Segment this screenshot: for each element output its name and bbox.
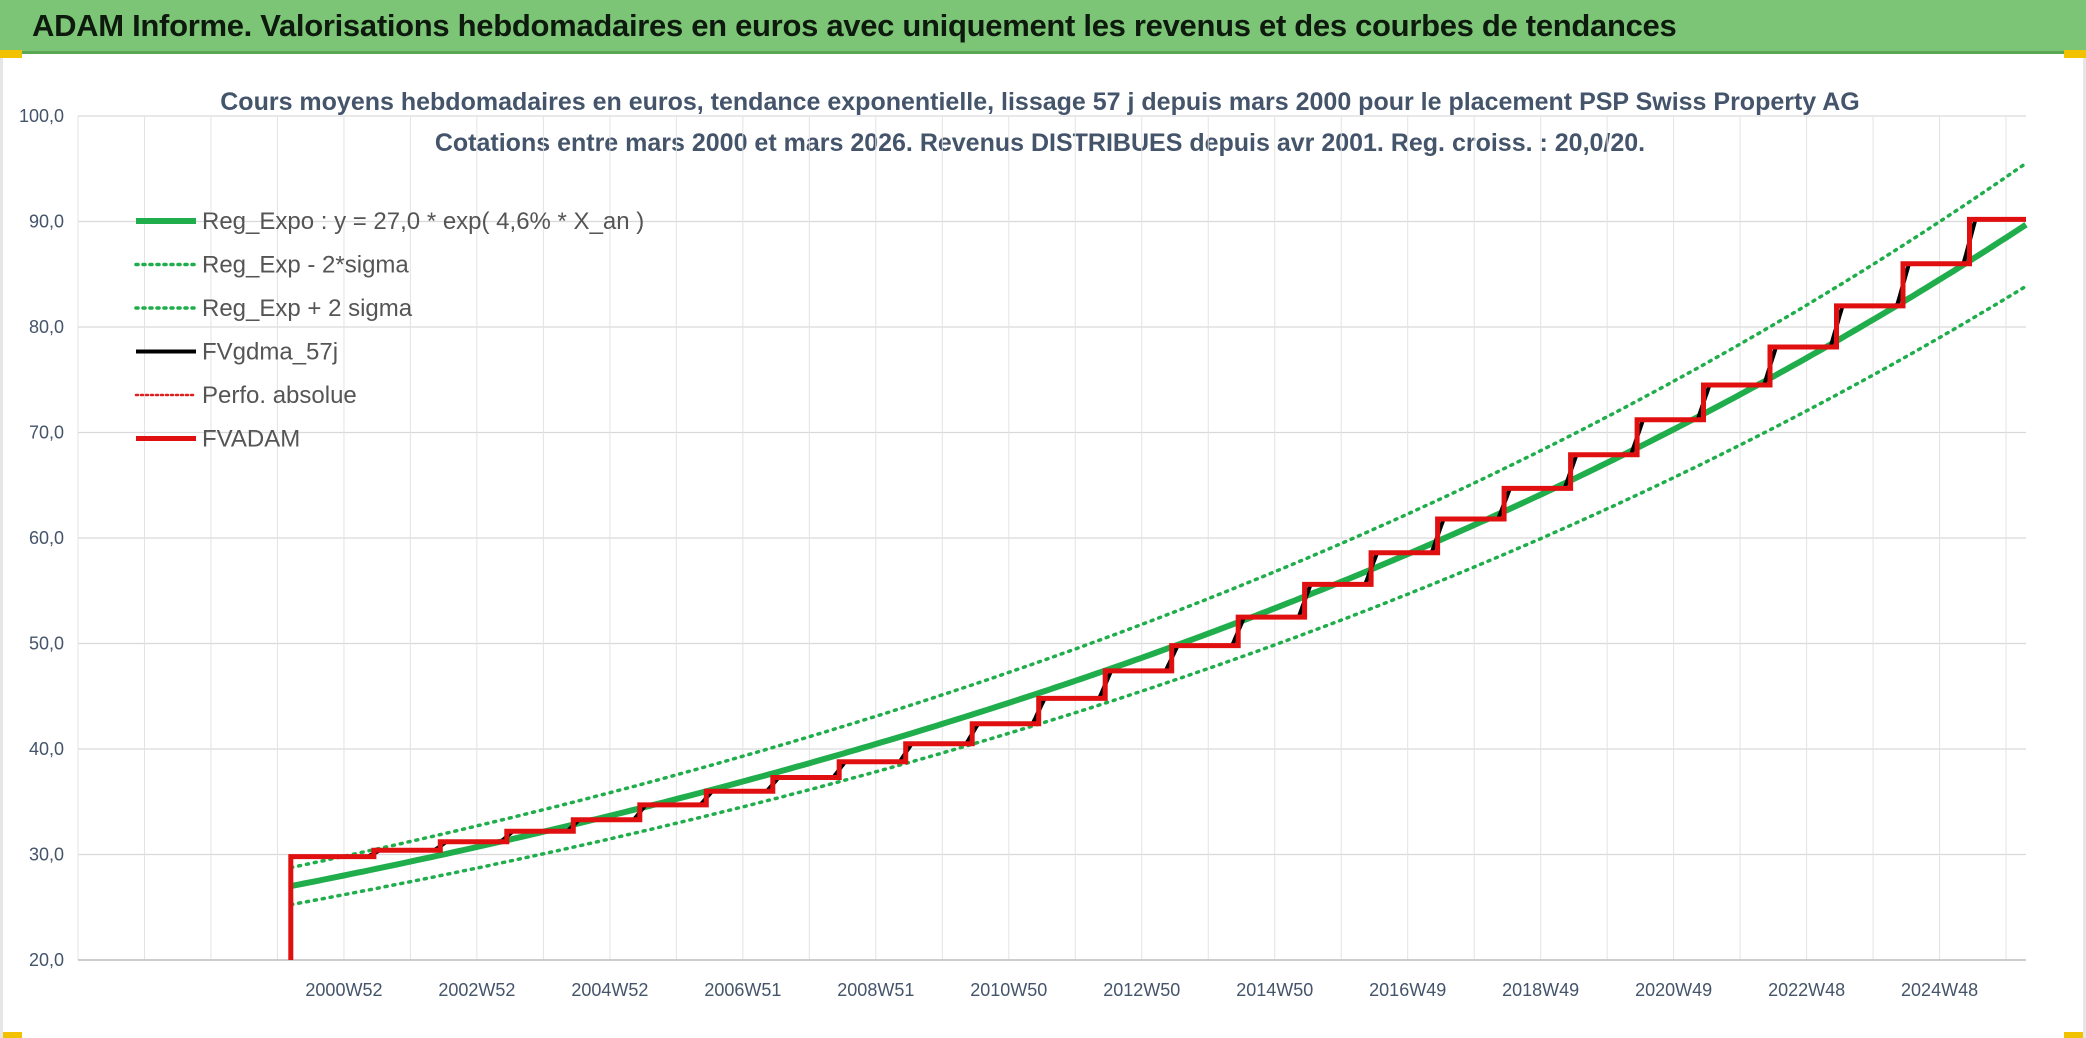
y-tick-label: 80,0 (29, 317, 64, 337)
corner-marker (0, 50, 22, 58)
frame-edge-right (2083, 58, 2086, 1038)
y-tick-label: 90,0 (29, 212, 64, 232)
chart-subtitle: Cotations entre mars 2000 et mars 2026. … (435, 129, 1645, 157)
y-tick-label: 40,0 (29, 739, 64, 759)
x-axis: 2000W52 2002W52 2004W52 2006W51 2008W51 2010W… (78, 959, 2026, 1000)
y-tick-label: 20,0 (29, 950, 64, 970)
y-axis: 100,0 90,0 80,0 70,0 60,0 50,0 40,0 30,0 20,0 (19, 106, 64, 970)
x-tick-label: 2018W49 (1502, 980, 1579, 1000)
corner-marker (2064, 50, 2086, 58)
x-tick-label: 2010W50 (970, 980, 1047, 1000)
grid-lines (77, 115, 2026, 961)
x-tick-label: 2020W49 (1635, 980, 1712, 1000)
y-tick-label: 70,0 (29, 423, 64, 443)
corner-marker (0, 1032, 22, 1038)
series-reg-expo (290, 222, 2028, 890)
frame-edge-left (0, 58, 3, 1038)
corner-marker (2064, 1032, 2086, 1038)
legend-label: Reg_Exp + 2 sigma (202, 295, 413, 322)
x-tick-label: 2008W51 (837, 980, 914, 1000)
x-tick-label: 2016W49 (1369, 980, 1446, 1000)
y-tick-label: 50,0 (29, 634, 64, 654)
report-banner: ADAM Informe. Valorisations hebdomadaire… (0, 0, 2086, 54)
x-tick-label: 2024W48 (1901, 980, 1978, 1000)
x-tick-label: 2022W48 (1768, 980, 1845, 1000)
x-tick-label: 2014W50 (1236, 980, 1313, 1000)
x-tick-label: 2012W50 (1103, 980, 1180, 1000)
x-tick-label: 2004W52 (571, 980, 648, 1000)
x-tick-label: 2006W51 (704, 980, 781, 1000)
series-reg-exp-minus-2sigma (289, 284, 2028, 907)
series-fvadam (288, 216, 2026, 960)
y-tick-label: 30,0 (29, 845, 64, 865)
legend-label: Reg_Expo : y = 27,0 * exp( 4,6% * X_an ) (202, 208, 644, 235)
plot-area (288, 161, 2028, 960)
x-tick-label: 2000W52 (305, 980, 382, 1000)
x-tick-label: 2002W52 (438, 980, 515, 1000)
report-title: ADAM Informe. Valorisations hebdomadaire… (32, 8, 1677, 43)
y-tick-label: 60,0 (29, 528, 64, 548)
legend: Reg_Expo : y = 27,0 * exp( 4,6% * X_an )… (134, 208, 644, 453)
legend-label: Reg_Exp - 2*sigma (202, 252, 409, 279)
y-tick-label: 100,0 (19, 106, 64, 126)
series-reg-exp-plus-2sigma (289, 161, 2028, 870)
legend-label: FVADAM (202, 426, 300, 453)
legend-label: Perfo. absolue (202, 382, 357, 409)
chart-title: Cours moyens hebdomadaires en euros, ten… (220, 88, 1859, 116)
legend-label: FVgdma_57j (202, 339, 338, 366)
